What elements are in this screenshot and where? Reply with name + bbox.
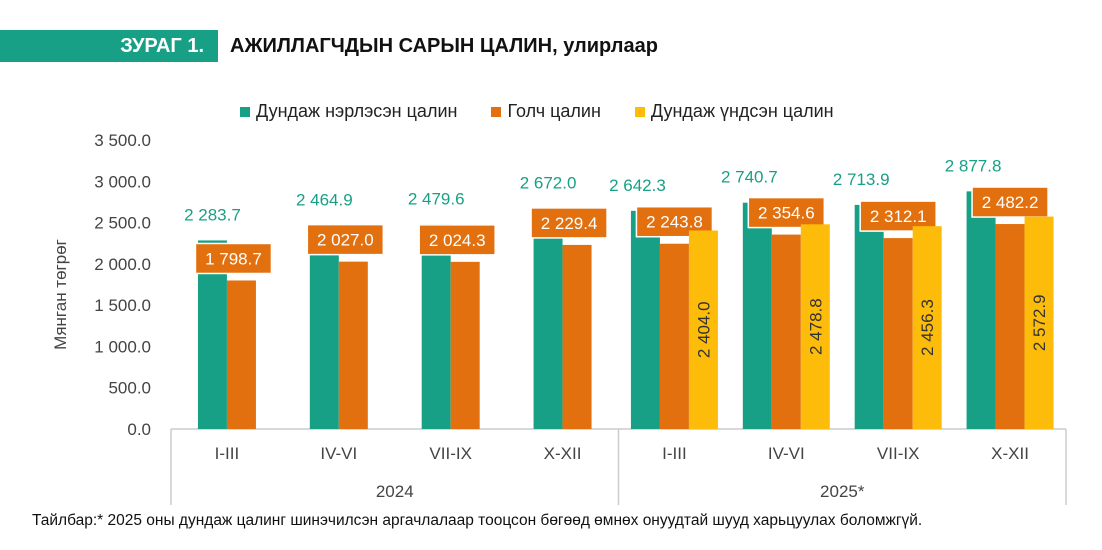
bar-1 [883, 238, 913, 429]
data-label-nominal: 2 479.6 [408, 189, 465, 208]
group-label: 2024 [376, 482, 414, 501]
data-label-base: 2 456.3 [918, 299, 937, 356]
bar-0 [742, 202, 772, 429]
x-tick-label: X-XII [991, 444, 1029, 463]
data-label-nominal: 2 713.9 [833, 170, 890, 189]
bar-1 [450, 261, 480, 429]
data-label-nominal: 2 464.9 [296, 190, 353, 209]
data-label-median: 1 798.7 [205, 249, 262, 268]
data-label-box [306, 223, 385, 256]
y-tick-label: 0.0 [127, 420, 151, 439]
data-label-box [418, 224, 496, 256]
data-label-nominal: 2 740.7 [721, 168, 778, 187]
data-label-median: 2 243.8 [646, 213, 703, 232]
data-label-median: 2 354.6 [758, 204, 815, 223]
data-label-box [859, 200, 937, 232]
bar-0 [533, 208, 563, 429]
y-tick-label: 3 500.0 [94, 131, 151, 150]
legend-label: Дундаж үндсэн цалин [650, 101, 834, 121]
legend-label: Дундаж нэрлэсэн цалин [256, 101, 458, 121]
data-label-base: 2 404.0 [694, 301, 713, 358]
bar-1 [562, 244, 592, 429]
bar-2 [800, 224, 830, 429]
y-tick-label: 2 500.0 [94, 214, 151, 233]
data-label-median: 2 024.3 [429, 231, 486, 250]
bar-0 [854, 204, 884, 429]
chart-title: АЖИЛЛАГЧДЫН САРЫН ЦАЛИН, улирлаар [230, 35, 658, 57]
legend-swatch [491, 106, 502, 117]
data-label-nominal: 2 283.7 [184, 205, 241, 224]
data-label-base: 2 478.8 [806, 298, 825, 355]
bar-1 [659, 243, 689, 429]
figure-label-band: ЗУРАГ 1. [0, 30, 218, 62]
bar-0 [421, 224, 451, 429]
data-label-median: 2 482.2 [982, 193, 1039, 212]
x-tick-label: I-III [662, 444, 687, 463]
legend-label: Голч цалин [507, 101, 601, 121]
legend-item-base: Дундаж үндсэн цалин [634, 101, 834, 122]
y-tick-label: 2 000.0 [94, 255, 151, 274]
data-label-median: 2 312.1 [870, 207, 927, 226]
bar-2 [912, 226, 942, 429]
data-label-box [971, 186, 1049, 218]
y-tick-label: 1 500.0 [94, 296, 151, 315]
x-tick-label: IV-VI [320, 444, 357, 463]
data-label-base: 2 572.9 [1030, 294, 1049, 351]
data-label-nominal: 2 877.8 [945, 156, 1002, 175]
bar-1 [338, 261, 368, 429]
data-label-box [530, 207, 608, 239]
x-tick-label: VII-IX [877, 444, 920, 463]
group-label: 2025* [820, 482, 865, 501]
legend-item-median: Голч цалин [491, 101, 601, 122]
bar-0 [966, 191, 996, 429]
legend-swatch [634, 106, 645, 117]
legend-swatch [240, 106, 250, 117]
data-label-nominal: 2 642.3 [609, 176, 666, 195]
x-tick-label: IV-VI [768, 444, 805, 463]
y-tick-label: 1 000.0 [94, 337, 151, 356]
legend-item-nominal: Дундаж нэрлэсэн цалин [240, 101, 457, 122]
bar-1 [226, 280, 256, 429]
y-tick-label: 500.0 [108, 379, 151, 398]
x-tick-label: X-XII [544, 444, 582, 463]
data-label-nominal: 2 672.0 [520, 173, 577, 192]
data-label-box [194, 242, 273, 275]
x-tick-label: VII-IX [429, 444, 472, 463]
bar-1 [771, 234, 801, 429]
data-label-box [747, 196, 826, 229]
footnote: Тайлбар:* 2025 оны дундаж цалинг шинэчил… [32, 512, 923, 529]
bar-0 [630, 210, 660, 429]
y-tick-label: 3 000.0 [94, 172, 151, 191]
figure-label: ЗУРАГ 1. [120, 35, 204, 57]
y-axis-label: Мянган төгрөг [51, 239, 70, 350]
data-label-median: 2 229.4 [541, 214, 598, 233]
data-label-median: 2 027.0 [317, 231, 374, 250]
x-tick-label: I-III [215, 444, 240, 463]
bar-2 [1024, 216, 1054, 429]
legend: Дундаж нэрлэсэн цалин Голч цалин Дундаж … [240, 101, 834, 122]
bar-2 [688, 230, 718, 429]
bar-1 [995, 224, 1025, 429]
bar-0 [309, 225, 339, 429]
